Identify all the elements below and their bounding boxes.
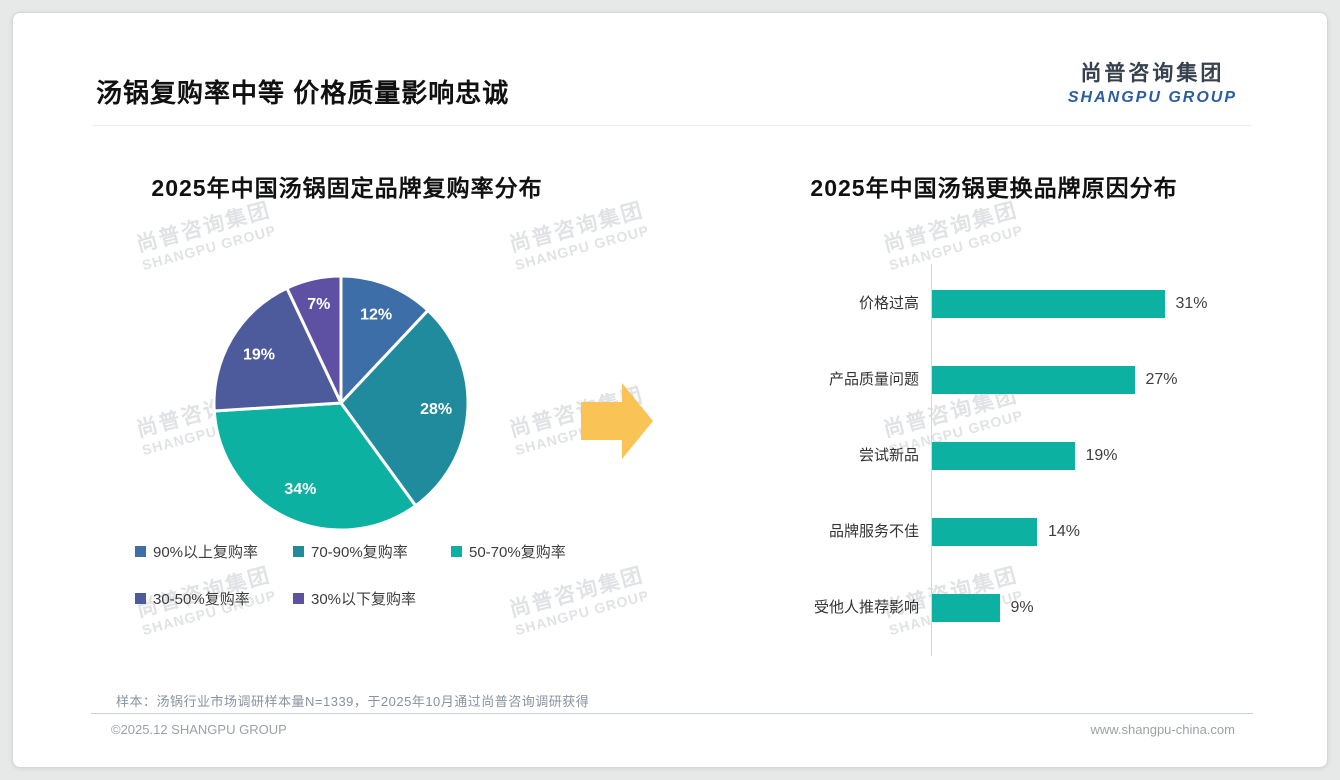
pie-slice (339, 274, 430, 405)
pie-slice-label: 28% (420, 401, 452, 418)
legend-item: 30-50%复购率 (135, 588, 277, 609)
copyright-text: ©2025.12 SHANGPU GROUP (111, 722, 287, 737)
logo-english-text: SHANGPU GROUP (1067, 89, 1237, 106)
bar-category-label: 价格过高 (858, 295, 919, 312)
header-divider (93, 125, 1251, 126)
bar-chart-title: 2025年中国汤锅更换品牌原因分布 (810, 175, 1178, 201)
slide-card: 尚普咨询集团 SHANGPU GROUP 尚普咨询集团 SHANGPU GROUP 尚普… (12, 12, 1328, 768)
legend-row: 90%以上复购率 70-90%复购率 50-70%复购率 (135, 541, 635, 562)
right-arrow-icon (581, 383, 653, 459)
website-url: www.shangpu-china.com (1090, 722, 1235, 737)
pie-slice-label: 34% (284, 481, 316, 498)
pie-chart-title: 2025年中国汤锅固定品牌复购率分布 (151, 175, 543, 201)
page-title: 汤锅复购率中等 价格质量影响忠诚 (96, 78, 510, 108)
legend-swatch (135, 546, 146, 557)
legend-row: 30-50%复购率 30%以下复购率 (135, 588, 635, 609)
logo-chinese-text: 尚普咨询集团 (1080, 62, 1225, 85)
bar-category-label: 尝试新品 (858, 447, 919, 464)
bar-chart: 价格过高 31% 产品质量问题 27% 尝试新品 19% 品牌服务不佳 14% 受他人推荐影响 9… (13, 13, 1327, 767)
legend-swatch (293, 546, 304, 557)
legend-item: 50-70%复购率 (451, 541, 593, 562)
company-logo: 尚普咨询集团 SHANGPU GROUP (1068, 57, 1237, 107)
legend-swatch (293, 593, 304, 604)
bar (932, 518, 1037, 546)
legend-swatch (135, 593, 146, 604)
pie-slice (212, 286, 343, 413)
legend-item: 70-90%复购率 (293, 541, 435, 562)
legend-label: 70-90%复购率 (311, 544, 408, 561)
legend-label: 30-50%复购率 (153, 591, 250, 608)
bar-value-label: 27% (1145, 371, 1178, 388)
legend-label: 90%以上复购率 (153, 544, 259, 561)
bar (932, 290, 1165, 318)
bar-chart-axis-line (931, 264, 932, 656)
bar-value-label: 19% (1085, 447, 1118, 464)
pie-slice-label: 12% (360, 306, 392, 323)
bar-category-label: 品牌服务不佳 (828, 523, 919, 540)
pie-slice (285, 274, 343, 405)
bar (932, 442, 1075, 470)
footer-divider (91, 713, 1253, 714)
bar-category-label: 产品质量问题 (828, 371, 919, 388)
legend-item: 30%以下复购率 (293, 588, 435, 609)
pie-chart: 12% 28% 34% 19% 7% (212, 274, 470, 532)
legend-label: 30%以下复购率 (311, 591, 417, 608)
pie-slice (339, 308, 470, 508)
pie-slice-label: 7% (307, 296, 330, 313)
bar-category-label: 受他人推荐影响 (813, 599, 919, 616)
bar (932, 594, 1000, 622)
legend-label: 50-70%复购率 (469, 544, 566, 561)
bar-value-label: 14% (1048, 523, 1081, 540)
bar-value-label: 31% (1175, 295, 1208, 312)
bar-value-label: 9% (1010, 599, 1034, 616)
pie-slice-label: 19% (243, 347, 275, 364)
pie-slice (212, 401, 418, 532)
pie-legend: 90%以上复购率 70-90%复购率 50-70%复购率 30-50%复购率 30%以下… (135, 541, 635, 635)
bar (932, 366, 1135, 394)
legend-swatch (451, 546, 462, 557)
sample-note: 样本：汤锅行业市场调研样本量N=1339，于2025年10月通过尚普咨询调研获得 (116, 694, 590, 709)
legend-item: 90%以上复购率 (135, 541, 277, 562)
